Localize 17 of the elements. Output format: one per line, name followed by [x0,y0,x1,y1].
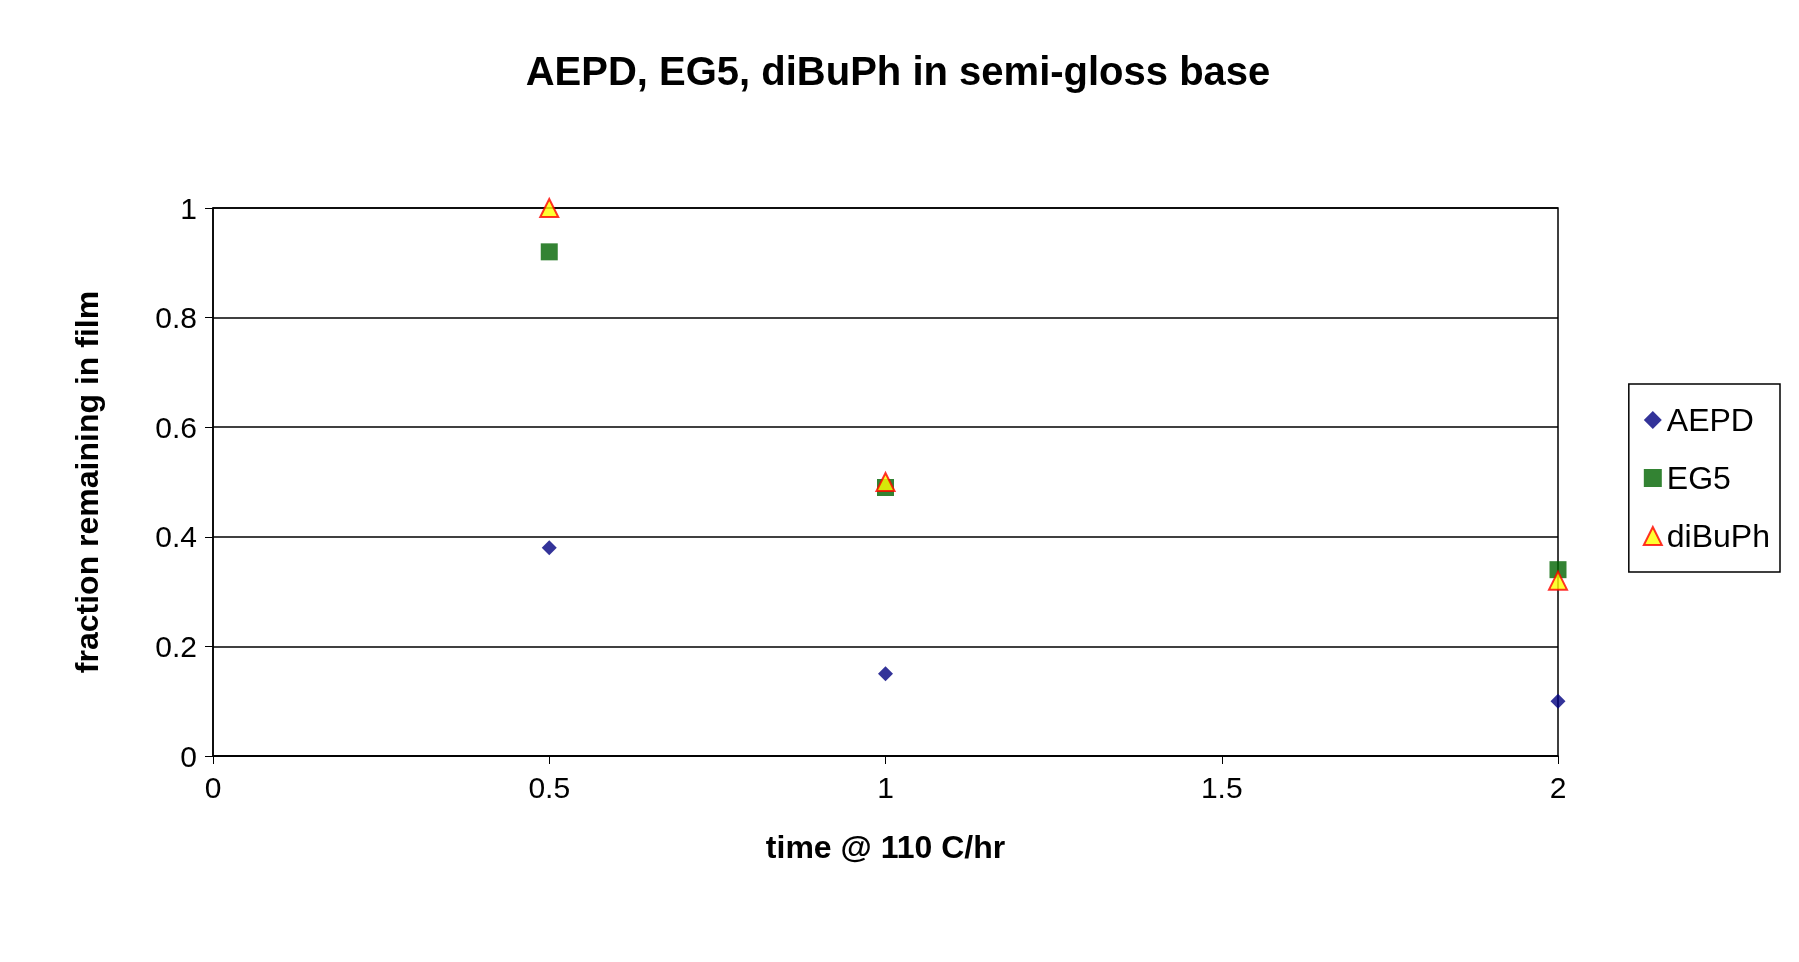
y-tick-label: 0 [180,739,197,773]
legend-label: diBuPh [1666,518,1770,554]
y-axis-title: fraction remaining in film [69,290,105,674]
y-tick-label: 0.6 [155,410,197,444]
y-tick-label: 0.4 [155,520,197,554]
x-tick-label: 1 [877,770,894,804]
legend-label: EG5 [1666,460,1731,496]
x-tick-label: 0.5 [528,770,571,804]
x-tick-label: 0 [204,770,222,804]
y-tick-label: 0.8 [155,301,197,335]
x-axis-title: time @ 110 C/hr [765,829,1006,865]
x-tick-label: 1.5 [1200,770,1243,804]
legend-label: AEPD [1666,402,1754,438]
chart-title: AEPD, EG5, diBuPh in semi-gloss base [525,49,1271,93]
y-tick-label: 0.2 [155,629,197,663]
y-tick-label: 1 [180,191,197,225]
x-tick-label: 2 [1549,770,1567,804]
